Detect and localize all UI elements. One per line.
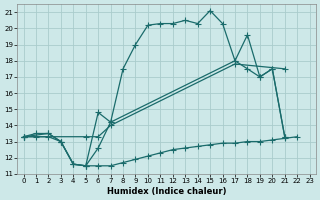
X-axis label: Humidex (Indice chaleur): Humidex (Indice chaleur) — [107, 187, 226, 196]
